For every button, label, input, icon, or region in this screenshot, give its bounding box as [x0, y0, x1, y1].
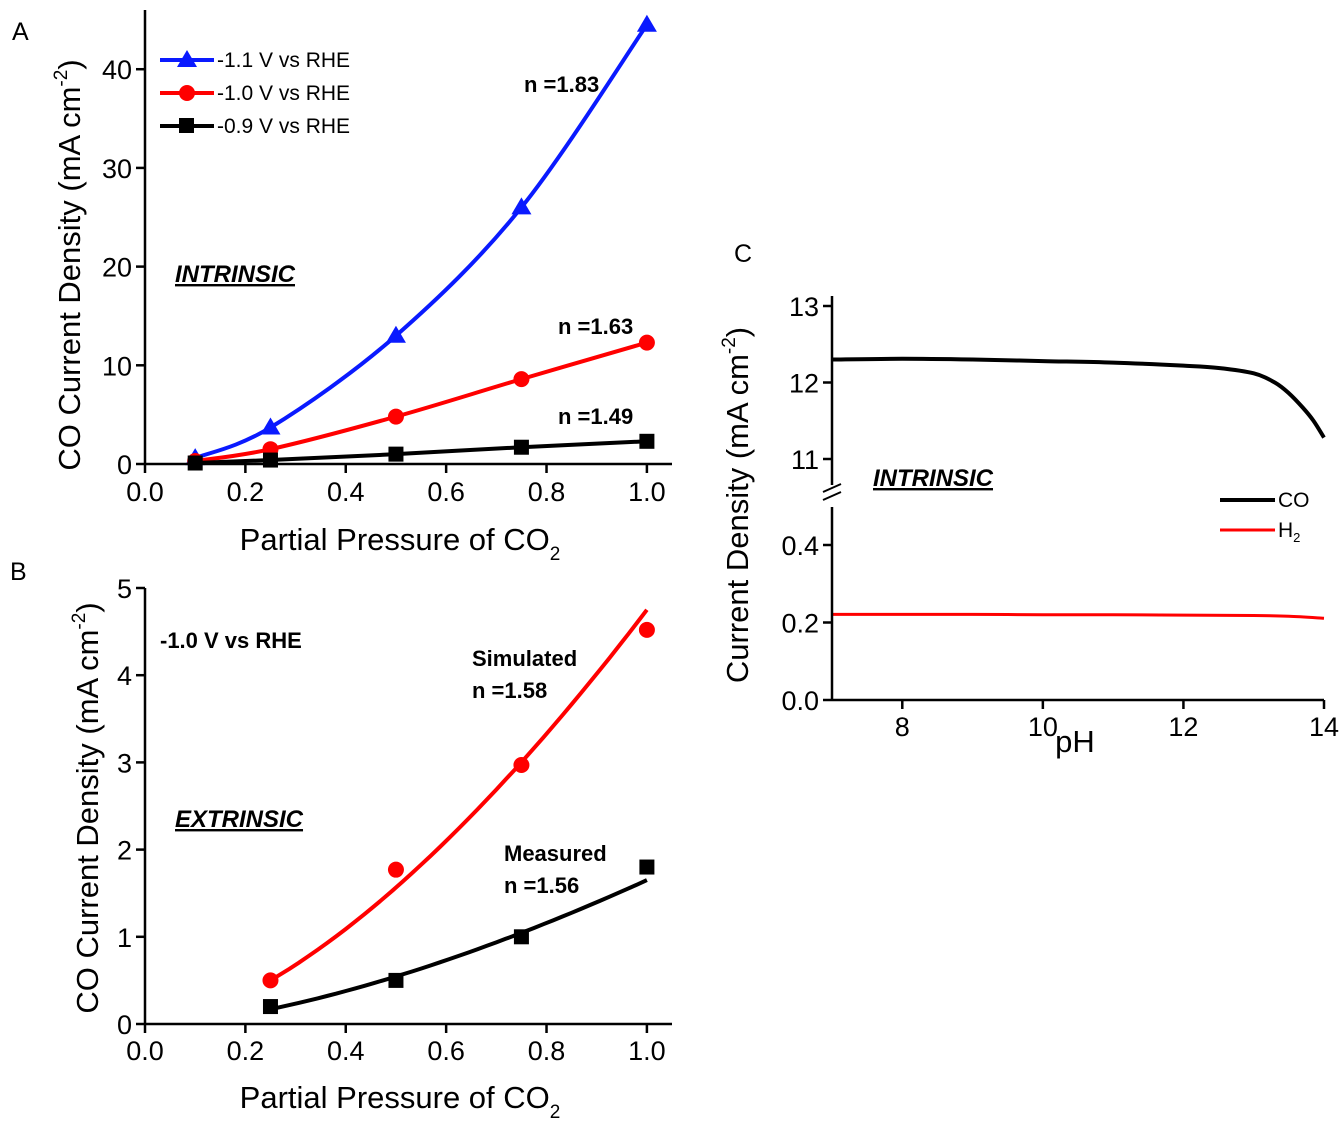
x-tick-label: 0.0	[126, 477, 164, 507]
legend-entry-1p1v: -1.1 V vs RHE	[160, 49, 350, 72]
panel-b-regime-label: EXTRINSIC	[175, 806, 304, 833]
x-tick-label: 8	[895, 712, 910, 742]
y-tick-label: 5	[117, 574, 132, 604]
axis-break-mark-lower	[822, 491, 842, 501]
y-tick-label-upper: 13	[789, 292, 819, 322]
panel-c-regime-label: INTRINSIC	[873, 465, 994, 492]
data-point-square	[639, 859, 655, 875]
annotation-n-1p49: n =1.49	[558, 404, 633, 429]
x-tick-label: 0.8	[528, 1036, 566, 1066]
legend-label-h2: H2	[1278, 519, 1300, 545]
y-tick-label-lower: 0.4	[781, 531, 819, 561]
panel-a: A 0.0 0.2 0.4 0.6 0.8 1.0 0 10 20 30 40 Partial Pr…	[12, 10, 672, 565]
x-tick-label: 0.2	[227, 1036, 265, 1066]
legend-marker-circle	[179, 85, 195, 101]
x-tick-label: 0.0	[126, 1036, 164, 1066]
data-point-square	[388, 446, 404, 462]
h2-curve	[831, 612, 1325, 620]
panel-c-legend: CO H2	[1220, 489, 1310, 545]
data-point-circle	[513, 371, 530, 388]
fit-curve	[270, 878, 648, 1012]
x-tick-label: 0.4	[327, 477, 365, 507]
legend-entry-0p9v: -0.9 V vs RHE	[160, 115, 350, 138]
data-point-square	[639, 433, 655, 449]
panel-a-legend: -1.1 V vs RHE -1.0 V vs RHE -0.9 V vs RH…	[160, 49, 350, 138]
panel-a-y-title: CO Current Density (mA cm-2)	[51, 59, 87, 470]
x-tick-label: 0.6	[427, 1036, 465, 1066]
measured-n-label: n =1.56	[504, 873, 579, 898]
data-point-square	[513, 439, 529, 455]
data-point-square	[388, 972, 404, 988]
axis-break-mark-upper	[822, 483, 842, 493]
x-tick-label: 14	[1309, 712, 1339, 742]
panel-a-x-title: Partial Pressure of CO2	[240, 522, 561, 565]
x-tick-label: 1.0	[628, 1036, 666, 1066]
panel-c-y-title: Current Density (mA cm-2)	[719, 327, 755, 683]
y-tick-label: 0	[117, 1010, 132, 1040]
panel-c-x-title: pH	[1055, 724, 1095, 759]
panel-a-regime-label: INTRINSIC	[175, 261, 296, 288]
fit-curve	[194, 23, 649, 460]
legend-marker-triangle	[177, 50, 197, 67]
data-point-circle	[387, 408, 404, 425]
y-tick-label-lower: 0.0	[781, 686, 819, 716]
y-tick-label: 40	[102, 55, 132, 85]
data-point-triangle	[636, 14, 657, 32]
panel-a-label: A	[12, 18, 29, 46]
legend-entry-1p0v: -1.0 V vs RHE	[160, 82, 350, 105]
data-point-triangle	[511, 197, 532, 215]
panel-b-label: B	[10, 558, 27, 586]
panel-c-label: C	[734, 240, 752, 268]
data-point-triangle	[260, 417, 281, 435]
data-point-triangle	[385, 325, 406, 343]
data-point-square	[262, 452, 278, 468]
data-point-circle	[638, 334, 655, 351]
panel-c: C 8 10 12 14 11 12 13 0.0 0.2 0.4 pH Current Dens…	[719, 240, 1339, 759]
y-tick-label-upper: 11	[791, 445, 819, 475]
x-tick-label: 0.4	[327, 1036, 365, 1066]
legend-label: -1.0 V vs RHE	[217, 82, 350, 105]
co-curve	[831, 356, 1326, 439]
panel-b-x-title: Partial Pressure of CO2	[240, 1080, 561, 1123]
legend-label: -1.1 V vs RHE	[217, 49, 350, 72]
x-tick-label: 0.6	[427, 477, 465, 507]
y-tick-label: 0	[117, 450, 132, 480]
y-tick-label: 2	[117, 836, 132, 866]
y-tick-label: 20	[102, 253, 132, 283]
annotation-n-1p83: n =1.83	[524, 72, 599, 97]
x-tick-label: 12	[1168, 712, 1198, 742]
data-point-circle	[262, 972, 279, 989]
simulated-n-label: n =1.58	[472, 678, 547, 703]
x-tick-label: 0.2	[227, 477, 265, 507]
x-tick-label: 10	[1028, 712, 1058, 742]
x-tick-label: 0.8	[528, 477, 566, 507]
simulated-label: Simulated	[472, 646, 577, 671]
data-point-square	[513, 929, 529, 945]
y-tick-label: 10	[102, 351, 132, 381]
y-tick-label: 1	[117, 923, 132, 953]
legend-label: -0.9 V vs RHE	[217, 115, 350, 138]
y-tick-label-upper: 12	[789, 369, 819, 399]
y-tick-label: 30	[102, 154, 132, 184]
legend-label-co: CO	[1278, 489, 1310, 512]
data-point-square	[262, 999, 278, 1015]
annotation-n-1p63: n =1.63	[558, 314, 633, 339]
panel-b-y-title: CO Current Density (mA cm-2)	[69, 602, 105, 1013]
y-tick-label: 3	[117, 748, 132, 778]
measured-label: Measured	[504, 841, 607, 866]
data-point-circle	[513, 757, 530, 774]
x-tick-label: 1.0	[628, 477, 666, 507]
data-point-circle	[387, 861, 404, 878]
legend-marker-square	[179, 118, 194, 133]
panel-b-condition: -1.0 V vs RHE	[160, 628, 302, 653]
y-tick-label: 4	[117, 661, 132, 691]
panel-b: B 0.0 0.2 0.4 0.6 0.8 1.0 0 1 2 3 4 5 Partial Press…	[10, 558, 672, 1123]
fit-curve	[269, 608, 649, 983]
data-point-circle	[638, 621, 655, 638]
y-tick-label-lower: 0.2	[781, 609, 819, 639]
